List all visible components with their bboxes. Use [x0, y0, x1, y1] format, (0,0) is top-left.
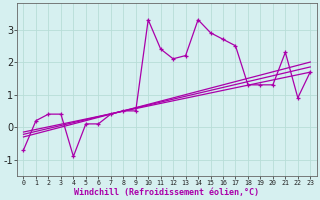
X-axis label: Windchill (Refroidissement éolien,°C): Windchill (Refroidissement éolien,°C): [74, 188, 260, 197]
